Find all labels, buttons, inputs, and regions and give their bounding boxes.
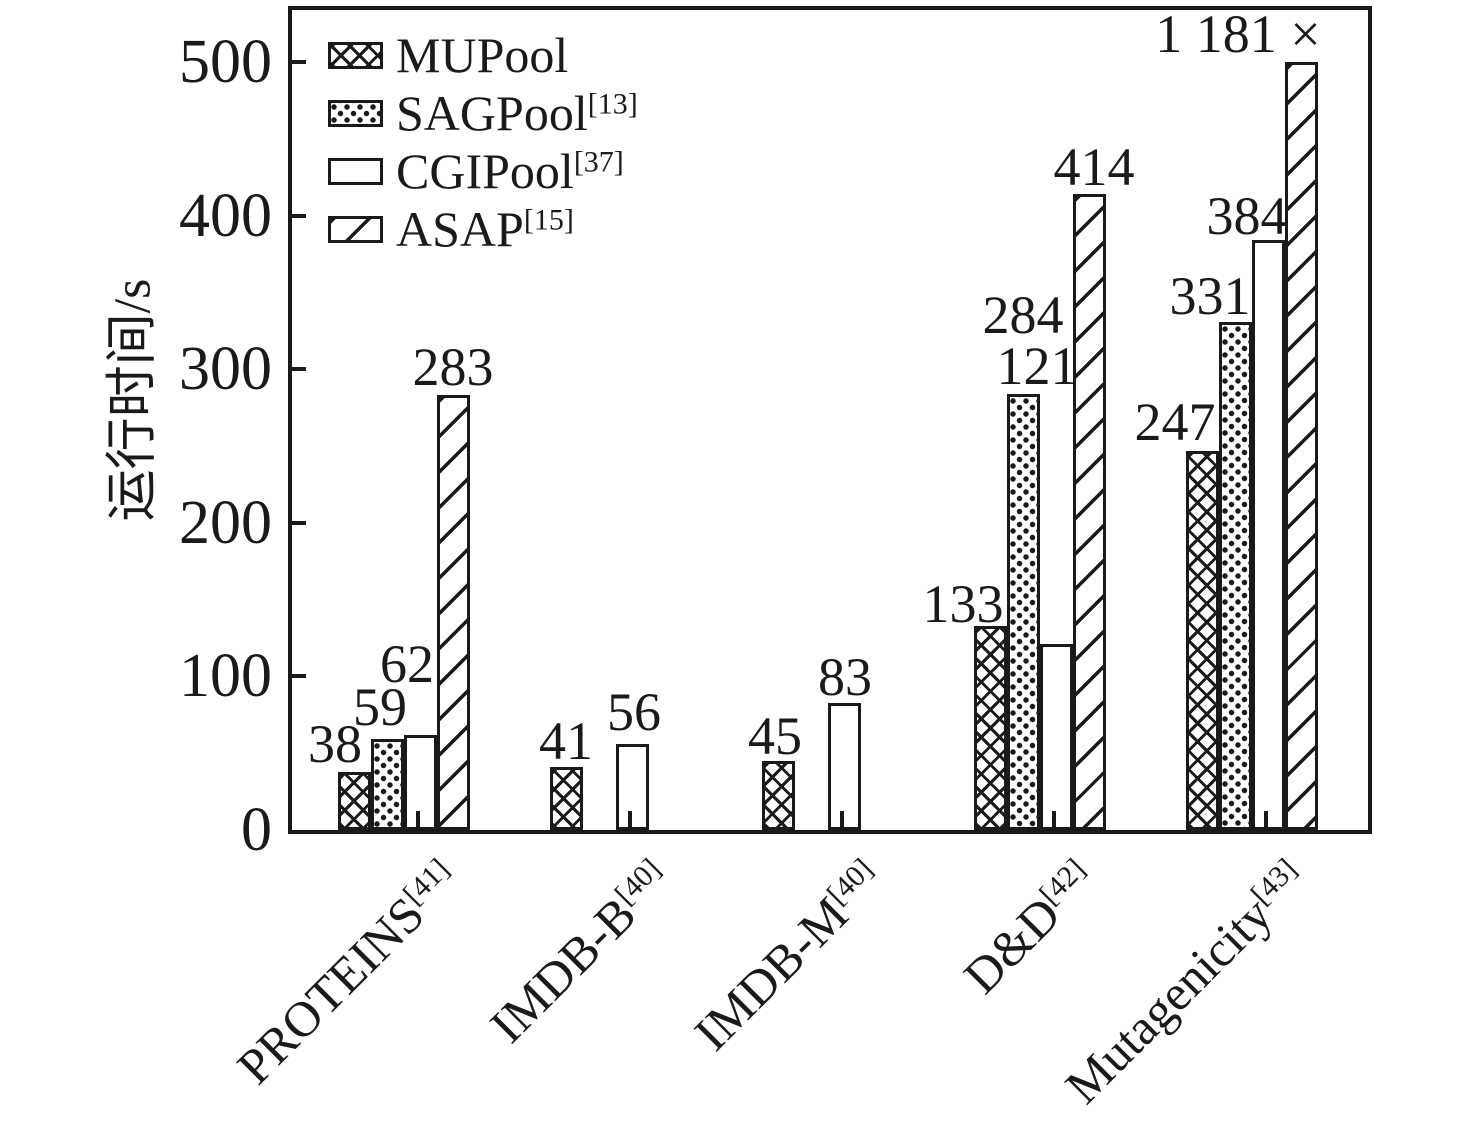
y-axis-tick: [292, 213, 306, 218]
bar-mupool-imdb-m: [762, 760, 795, 830]
bar-cgipool-proteins: [404, 734, 437, 830]
y-tick-label: 0: [241, 796, 272, 864]
legend-label: MUPool: [396, 27, 569, 83]
bar-value-label: 41: [539, 711, 593, 771]
legend: MUPool SAGPool[13] CGIPool[37] ASAP[15]: [328, 26, 638, 258]
bar-sagpool-d&d: [1007, 393, 1040, 830]
legend-item-asap: ASAP[15]: [328, 200, 638, 258]
plain-swatch-icon: [328, 157, 383, 185]
x-axis-tick: [840, 811, 844, 830]
bar-asap-mutagenicity: [1285, 62, 1318, 830]
bar-value-label: 121: [996, 336, 1078, 396]
y-axis-tick: [292, 367, 306, 372]
y-tick-label: 200: [179, 488, 272, 557]
legend-item-mupool: MUPool: [328, 26, 638, 84]
x-category-label-imdb-m: IMDB-M[40]: [683, 852, 880, 1062]
legend-item-sagpool: SAGPool[13]: [328, 84, 638, 142]
bar-value-label: 59: [353, 677, 407, 737]
bar-mupool-proteins: [338, 771, 371, 830]
bar-value-label: 83: [818, 647, 872, 707]
bar-mupool-imdb-b: [550, 767, 583, 830]
diagonal-swatch-icon: [328, 215, 383, 243]
y-tick-label: 400: [179, 181, 272, 250]
bar-mupool-mutagenicity: [1186, 450, 1219, 830]
y-tick-label: 100: [179, 642, 272, 711]
bar-cgipool-imdb-b: [616, 743, 649, 830]
bar-value-label: 384: [1206, 186, 1288, 246]
bar-cgipool-imdb-m: [828, 702, 861, 830]
bar-sagpool-mutagenicity: [1219, 321, 1252, 830]
y-tick-label: 500: [179, 28, 272, 96]
bar-value-label: 247: [1134, 392, 1216, 452]
bar-value-label: 1 181 ×: [1155, 4, 1321, 64]
y-tick-label: 300: [179, 335, 272, 404]
bar-value-label: 62: [380, 634, 434, 694]
y-axis-title: 运行时间/s: [104, 278, 162, 522]
dots-swatch-icon: [328, 99, 383, 127]
legend-label: CGIPool[37]: [396, 143, 624, 199]
bar-cgipool-d&d: [1040, 644, 1073, 830]
bar-cgipool-mutagenicity: [1252, 240, 1285, 830]
bar-value-label: 283: [412, 337, 494, 397]
bar-value-label: 331: [1169, 266, 1251, 326]
x-axis-tick: [1052, 811, 1056, 830]
legend-item-cgipool: CGIPool[37]: [328, 142, 638, 200]
bar-asap-proteins: [437, 395, 470, 830]
legend-label: SAGPool[13]: [396, 85, 638, 141]
x-axis-tick: [1264, 811, 1268, 830]
crosshatch-swatch-icon: [328, 41, 383, 69]
bar-value-label: 56: [607, 682, 661, 742]
y-axis-tick: [292, 520, 306, 525]
x-category-label-d&d: D&D[42]: [952, 852, 1092, 1005]
bar-asap-d&d: [1073, 194, 1106, 830]
bar-value-label: 133: [922, 574, 1004, 634]
bar-sagpool-proteins: [371, 739, 404, 830]
x-category-label-imdb-b: IMDB-B[40]: [479, 852, 668, 1054]
y-axis-tick: [292, 674, 306, 679]
x-axis-tick: [628, 811, 632, 830]
x-category-label-proteins: PROTEINS[41]: [226, 852, 456, 1095]
bar-value-label: 38: [308, 714, 362, 774]
x-axis-tick: [416, 811, 420, 830]
bar-value-label: 414: [1053, 137, 1135, 197]
bar-value-label: 284: [982, 285, 1064, 345]
bar-value-label: 45: [748, 706, 802, 766]
legend-label: ASAP[15]: [396, 201, 574, 257]
bar-mupool-d&d: [974, 625, 1007, 830]
y-axis-tick: [292, 60, 306, 64]
